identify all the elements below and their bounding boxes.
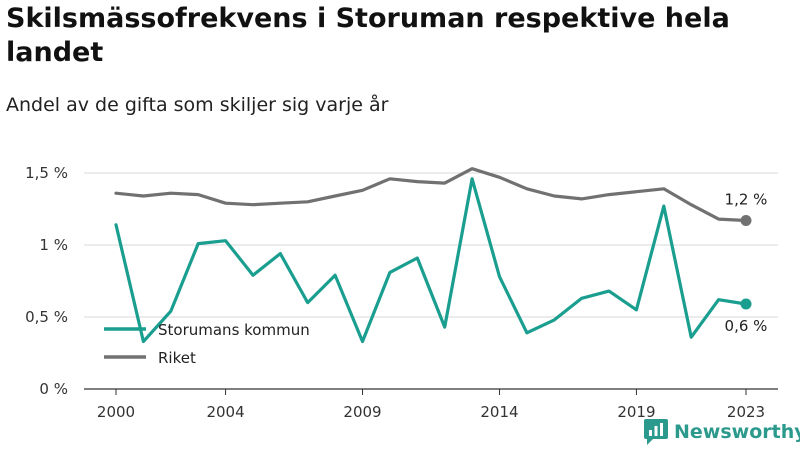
x-tick-label: 2009 <box>343 403 381 421</box>
series-line <box>114 167 748 223</box>
x-tick-label: 2019 <box>617 403 655 421</box>
data-label: 0,6 % <box>725 317 768 335</box>
series-end-point <box>740 215 752 227</box>
brand-logo: Newsworthy <box>644 418 800 446</box>
chart-subtitle: Andel av de gifta som skiljer sig varje … <box>6 94 389 116</box>
brand-name: Newsworthy <box>674 421 800 443</box>
data-label: 1,2 % <box>725 191 768 209</box>
chart-title: Skilsmässofrekvens i Storuman respektive… <box>6 3 730 68</box>
y-tick-label: 1,5 % <box>25 164 68 182</box>
legend-label: Storumans kommun <box>158 321 310 339</box>
x-tick-label: 2000 <box>97 403 135 421</box>
y-tick-label: 0 % <box>39 380 68 398</box>
x-tick-label: 2004 <box>206 403 244 421</box>
x-tick-label: 2014 <box>480 403 518 421</box>
x-tick-label: 2023 <box>727 403 765 421</box>
y-tick-label: 0,5 % <box>25 308 68 326</box>
series-end-point <box>740 298 752 310</box>
legend-label: Riket <box>158 349 196 367</box>
newsworthy-logo-icon <box>644 419 668 445</box>
y-tick-label: 1 % <box>39 236 68 254</box>
series-line <box>114 177 748 344</box>
